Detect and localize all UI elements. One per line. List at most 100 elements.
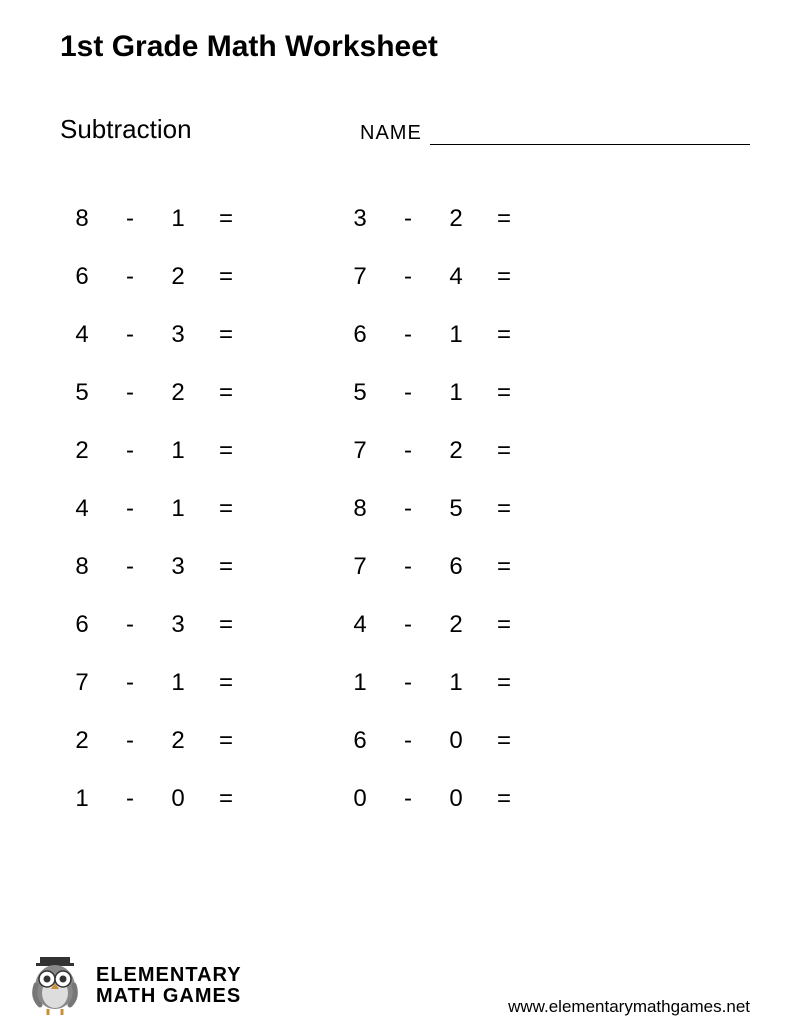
operand-a: 5 <box>70 379 94 407</box>
operator: - <box>396 379 420 407</box>
operand-b: 0 <box>166 785 190 813</box>
problem-row: 8-3= <box>70 553 238 581</box>
operator: - <box>396 611 420 639</box>
operand-b: 0 <box>444 727 468 755</box>
operand-b: 2 <box>166 379 190 407</box>
name-label: NAME <box>360 122 422 145</box>
problem-row: 4-3= <box>70 321 238 349</box>
problem-row: 8-1 = <box>70 205 238 233</box>
problem-row: 1-1= <box>348 669 516 697</box>
operand-a: 2 <box>70 437 94 465</box>
operand-b: 2 <box>444 437 468 465</box>
operator: - <box>118 553 142 581</box>
logo-text-line2: MATH GAMES <box>96 986 242 1007</box>
operand-b: 3 <box>166 321 190 349</box>
operand-a: 2 <box>70 727 94 755</box>
operand-b: 1 <box>166 669 190 697</box>
operand-b: 0 <box>444 785 468 813</box>
equals-sign: = <box>214 553 238 581</box>
operand-b: 6 <box>444 553 468 581</box>
equals-sign: = <box>492 785 516 813</box>
equals-sign: = <box>492 321 516 349</box>
owl-icon <box>30 955 86 1017</box>
operand-a: 1 <box>70 785 94 813</box>
logo: ELEMENTARY MATH GAMES <box>30 955 242 1017</box>
equals-sign: = <box>214 727 238 755</box>
problem-row: 6-3= <box>70 611 238 639</box>
problem-row: 7-2= <box>348 437 516 465</box>
page-title: 1st Grade Math Worksheet <box>60 30 750 64</box>
operator: - <box>118 727 142 755</box>
operand-a: 0 <box>348 785 372 813</box>
problem-row: 2-1= <box>70 437 238 465</box>
equals-sign: = <box>492 611 516 639</box>
operand-b: 1 <box>166 437 190 465</box>
problem-row: 5-1= <box>348 379 516 407</box>
subheader: Subtraction NAME <box>60 114 750 145</box>
equals-sign: = <box>214 785 238 813</box>
operand-a: 4 <box>70 321 94 349</box>
operand-a: 8 <box>70 553 94 581</box>
operand-b: 4 <box>444 263 468 291</box>
logo-text: ELEMENTARY MATH GAMES <box>96 965 242 1007</box>
problem-row: 4-2= <box>348 611 516 639</box>
operator: - <box>396 553 420 581</box>
operand-a: 7 <box>70 669 94 697</box>
operand-b: 5 <box>444 495 468 523</box>
operand-a: 4 <box>70 495 94 523</box>
operator: - <box>118 205 142 233</box>
operand-a: 7 <box>348 553 372 581</box>
subtitle: Subtraction <box>60 114 360 145</box>
problem-row: 6-1= <box>348 321 516 349</box>
problem-row: 8-5= <box>348 495 516 523</box>
logo-text-line1: ELEMENTARY <box>96 965 242 986</box>
operator: - <box>396 321 420 349</box>
equals-sign: = <box>492 669 516 697</box>
operand-a: 4 <box>348 611 372 639</box>
equals-sign: = <box>492 205 516 233</box>
equals-sign: = <box>492 727 516 755</box>
operand-a: 6 <box>70 611 94 639</box>
operand-a: 7 <box>348 263 372 291</box>
problems-grid: 8-1=6-2=4-3=5-2=2-1=4-1=8-3=6-3=7-1=2-2=… <box>60 205 750 843</box>
operator: - <box>396 495 420 523</box>
operand-a: 5 <box>348 379 372 407</box>
operand-b: 2 <box>166 263 190 291</box>
equals-sign: = <box>214 379 238 407</box>
problem-row: 6-2= <box>70 263 238 291</box>
operator: - <box>118 611 142 639</box>
operator: - <box>396 785 420 813</box>
operand-b: 1 <box>166 495 190 523</box>
equals-sign: = <box>214 669 238 697</box>
name-line[interactable] <box>430 123 750 145</box>
operand-b: 2 <box>444 205 468 233</box>
operand-b: 2 <box>166 727 190 755</box>
problem-row: 1-0= <box>70 785 238 813</box>
equals-sign: = <box>214 437 238 465</box>
operator: - <box>396 263 420 291</box>
operator: - <box>396 205 420 233</box>
operand-a: 7 <box>348 437 372 465</box>
problem-row: 0-0 = <box>348 785 516 813</box>
operand-a: 8 <box>70 205 94 233</box>
problem-row: 2-2 = <box>70 727 238 755</box>
operand-b: 1 <box>166 205 190 233</box>
operator: - <box>396 727 420 755</box>
problems-column-right: 3-2=7-4=6-1=5-1=7-2=8-5=7-6=4-2=1-1=6-0=… <box>348 205 516 843</box>
problem-row: 5-2 = <box>70 379 238 407</box>
website-url: www.elementarymathgames.net <box>508 997 750 1017</box>
operator: - <box>118 379 142 407</box>
operand-a: 6 <box>70 263 94 291</box>
operator: - <box>396 669 420 697</box>
problem-row: 7-6= <box>348 553 516 581</box>
equals-sign: = <box>214 205 238 233</box>
problem-row: 7-4= <box>348 263 516 291</box>
equals-sign: = <box>214 495 238 523</box>
problem-row: 6-0= <box>348 727 516 755</box>
operand-b: 3 <box>166 611 190 639</box>
operator: - <box>118 495 142 523</box>
operand-b: 1 <box>444 669 468 697</box>
problems-column-left: 8-1=6-2=4-3=5-2=2-1=4-1=8-3=6-3=7-1=2-2=… <box>70 205 238 843</box>
footer: ELEMENTARY MATH GAMES www.elementarymath… <box>0 955 800 1017</box>
name-field: NAME <box>360 122 750 145</box>
